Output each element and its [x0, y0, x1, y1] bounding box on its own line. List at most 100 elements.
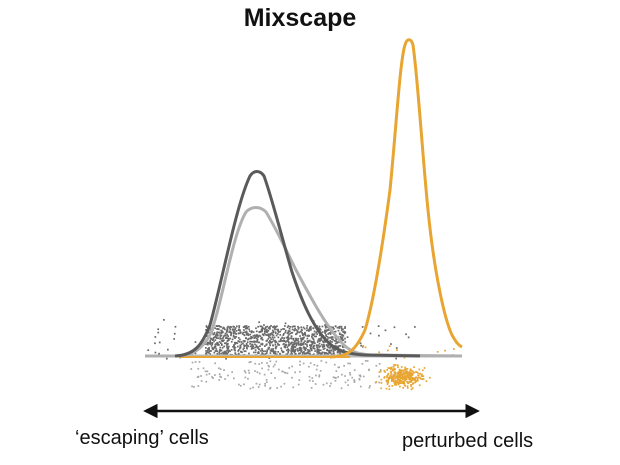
scatter-dot	[248, 330, 251, 332]
scatter-dot	[436, 351, 439, 353]
scatter-dot	[343, 332, 346, 335]
scatter-dot	[218, 350, 221, 352]
scatter-dot	[204, 370, 207, 373]
scatter-dot	[306, 337, 309, 340]
scatter-dot	[246, 338, 249, 341]
scatter-dot	[404, 366, 407, 369]
scatter-dot	[230, 349, 233, 351]
scatter-dot	[275, 334, 278, 337]
scatter-dot	[291, 365, 293, 368]
scatter-dot	[334, 330, 337, 333]
scatter-dot	[408, 381, 410, 384]
scatter-dot	[295, 332, 298, 335]
scatter-dot	[326, 336, 329, 338]
scatter-dot	[268, 346, 271, 349]
scatter-dot	[302, 343, 305, 346]
scatter-dot	[316, 346, 318, 348]
scatter-dot	[321, 343, 323, 346]
scatter-dot	[287, 341, 290, 343]
scatter-dot	[215, 343, 218, 345]
scatter-dot	[211, 343, 214, 346]
scatter-dot	[316, 364, 319, 367]
scatter-dot	[265, 333, 267, 336]
scatter-dot	[312, 341, 315, 344]
scatter-dot	[378, 334, 380, 337]
scatter-dot	[261, 330, 263, 333]
scatter-dot	[233, 344, 235, 346]
scatter-dot	[206, 370, 209, 373]
scatter-dot	[319, 349, 322, 352]
scatter-dot	[314, 383, 317, 385]
scatter-dot	[239, 332, 241, 335]
scatter-dot	[351, 376, 354, 379]
scatter-dot	[220, 334, 223, 337]
scatter-dot	[323, 353, 326, 355]
scatter-dot	[325, 344, 328, 347]
scatter-dot	[197, 375, 200, 378]
scatter-dot	[249, 333, 252, 336]
scatter-dot	[318, 342, 321, 345]
scatter-dot	[247, 325, 250, 328]
scatter-dot	[292, 386, 295, 389]
scatter-dot	[218, 328, 220, 331]
scatter-dot	[216, 334, 218, 336]
scatter-dot	[412, 377, 414, 379]
scatter-dot	[252, 386, 254, 389]
scatter-dot	[396, 374, 399, 377]
scatter-dot	[222, 353, 225, 356]
scatter-dot	[304, 333, 307, 335]
scatter-dot	[271, 333, 273, 336]
scatter-dot	[208, 348, 210, 351]
scatter-dot	[200, 375, 202, 377]
point-clouds	[147, 319, 455, 391]
scatter-dot	[389, 375, 392, 377]
scatter-dot	[285, 336, 288, 339]
scatter-dot	[332, 338, 334, 341]
scatter-dot	[303, 327, 306, 330]
scatter-dot	[282, 339, 285, 342]
scatter-dot	[331, 336, 333, 338]
scatter-dot	[230, 340, 233, 343]
scatter-dot	[277, 328, 280, 331]
scatter-dot	[316, 341, 319, 343]
scatter-dot	[252, 335, 255, 337]
scatter-dot	[215, 332, 218, 335]
scatter-dot	[269, 386, 272, 389]
scatter-dot	[378, 381, 381, 384]
scatter-dot	[391, 369, 394, 371]
scatter-dot	[405, 375, 408, 378]
scatter-dot	[272, 348, 274, 350]
scatter-dot	[315, 368, 318, 371]
scatter-dot	[338, 327, 341, 329]
scatter-dot	[397, 366, 399, 368]
scatter-dot	[318, 374, 321, 376]
scatter-dot	[224, 378, 226, 380]
scatter-dot	[225, 351, 227, 353]
scatter-dot	[255, 382, 258, 385]
scatter-dot	[217, 337, 220, 340]
scatter-dot	[387, 379, 390, 382]
scatter-dot	[313, 344, 316, 347]
scatter-dot	[415, 376, 417, 379]
scatter-dot	[275, 332, 277, 334]
scatter-dot	[338, 332, 341, 335]
scatter-dot	[220, 340, 223, 342]
scatter-dot	[407, 372, 409, 375]
scatter-dot	[310, 340, 313, 343]
scatter-dot	[272, 330, 275, 333]
scatter-dot	[298, 327, 300, 329]
scatter-dot	[280, 385, 282, 388]
scatter-dot	[257, 346, 260, 348]
scatter-dot	[383, 369, 386, 372]
scatter-dot	[273, 327, 276, 330]
scatter-dot	[212, 333, 215, 336]
scatter-dot	[239, 346, 242, 349]
scatter-dot	[223, 339, 225, 342]
scatter-dot	[218, 379, 221, 381]
scatter-dot	[328, 351, 330, 354]
scatter-dot	[423, 367, 426, 369]
scatter-dot	[210, 337, 213, 340]
scatter-dot	[239, 347, 241, 350]
scatter-dot	[407, 373, 410, 376]
scatter-dot	[416, 377, 419, 380]
